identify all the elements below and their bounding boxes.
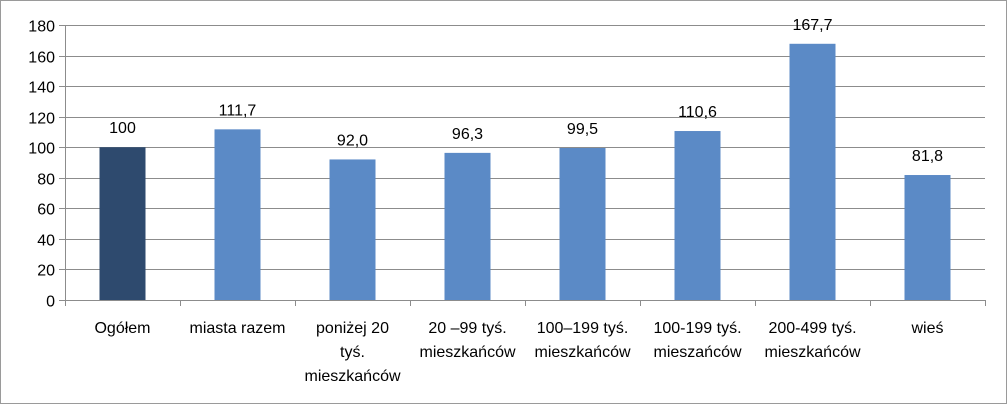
x-tick-label: wieś (910, 320, 943, 337)
y-tick-label: 40 (37, 233, 55, 250)
y-tick-label: 160 (28, 50, 55, 67)
y-tick-label: 0 (46, 294, 55, 311)
x-tick-label-line: 20 –99 tyś. (428, 320, 506, 337)
x-tick-label-line: wieś (910, 320, 943, 337)
bar-7 (789, 43, 836, 301)
y-tick-label: 80 (37, 172, 55, 189)
data-label: 111,7 (219, 102, 257, 119)
data-label: 110,6 (678, 104, 717, 121)
y-tick-label: 60 (37, 202, 55, 219)
y-tick-label: 120 (28, 111, 55, 128)
data-label: 167,7 (792, 17, 832, 34)
data-label: 99,5 (567, 121, 598, 138)
x-tick-label: poniżej 20 tyś. mieszkańców (304, 320, 400, 385)
x-tick-label: 200-499 tyś. mieszkańców (764, 320, 860, 361)
bars (99, 43, 951, 301)
y-tick-labels: 0 20 40 60 80 100 120 140 160 180 (28, 19, 55, 311)
x-tick-label-line: mieszkańców (304, 368, 400, 385)
x-tick-label-line: tyś. (340, 344, 365, 361)
x-tick-label-line: mieszkańców (534, 344, 630, 361)
x-tick-label-line: miasta razem (189, 320, 285, 337)
y-tick-label: 180 (28, 19, 55, 36)
x-tick-label-line: mieszkańców (764, 344, 860, 361)
x-tick-label-line: mieszkańców (419, 344, 515, 361)
bar-3 (329, 159, 376, 300)
data-label: 96,3 (452, 126, 483, 143)
bar-2 (214, 129, 261, 300)
bar-4 (444, 152, 491, 300)
data-label: 100 (109, 120, 136, 137)
bar-8 (904, 175, 951, 300)
gridlines (65, 25, 985, 270)
y-tick-label: 140 (28, 80, 55, 97)
data-label: 92,0 (337, 132, 368, 149)
x-tick-label: 20 –99 tyś. mieszkańców (419, 320, 515, 361)
axes (59, 25, 986, 306)
bar-1 (99, 147, 146, 300)
bar-5 (559, 147, 606, 300)
x-tick-label-line: Ogółem (94, 320, 150, 337)
x-tick-label-line: mieszańców (653, 344, 741, 361)
y-tick-label: 100 (28, 141, 55, 158)
x-tick-label-line: poniżej 20 (316, 320, 389, 337)
data-labels: 100 111,7 92,0 96,3 99,5 110,6 167,7 81,8 (109, 17, 943, 165)
x-tick-label: 100-199 tyś. mieszańców (653, 320, 741, 361)
x-tick-label-line: 100–199 tyś. (537, 320, 629, 337)
data-label: 81,8 (912, 148, 943, 165)
x-tick-label: 100–199 tyś. mieszkańców (534, 320, 630, 361)
y-tick-label: 20 (37, 263, 55, 280)
x-tick-label-line: 100-199 tyś. (653, 320, 741, 337)
x-tick-label: Ogółem (94, 320, 150, 337)
x-tick-label-line: 200-499 tyś. (768, 320, 856, 337)
category-labels: Ogółem miasta razem poniżej 20 tyś. mieszkań… (94, 320, 943, 385)
x-tick-label: miasta razem (189, 320, 285, 337)
bar-6 (674, 131, 721, 300)
